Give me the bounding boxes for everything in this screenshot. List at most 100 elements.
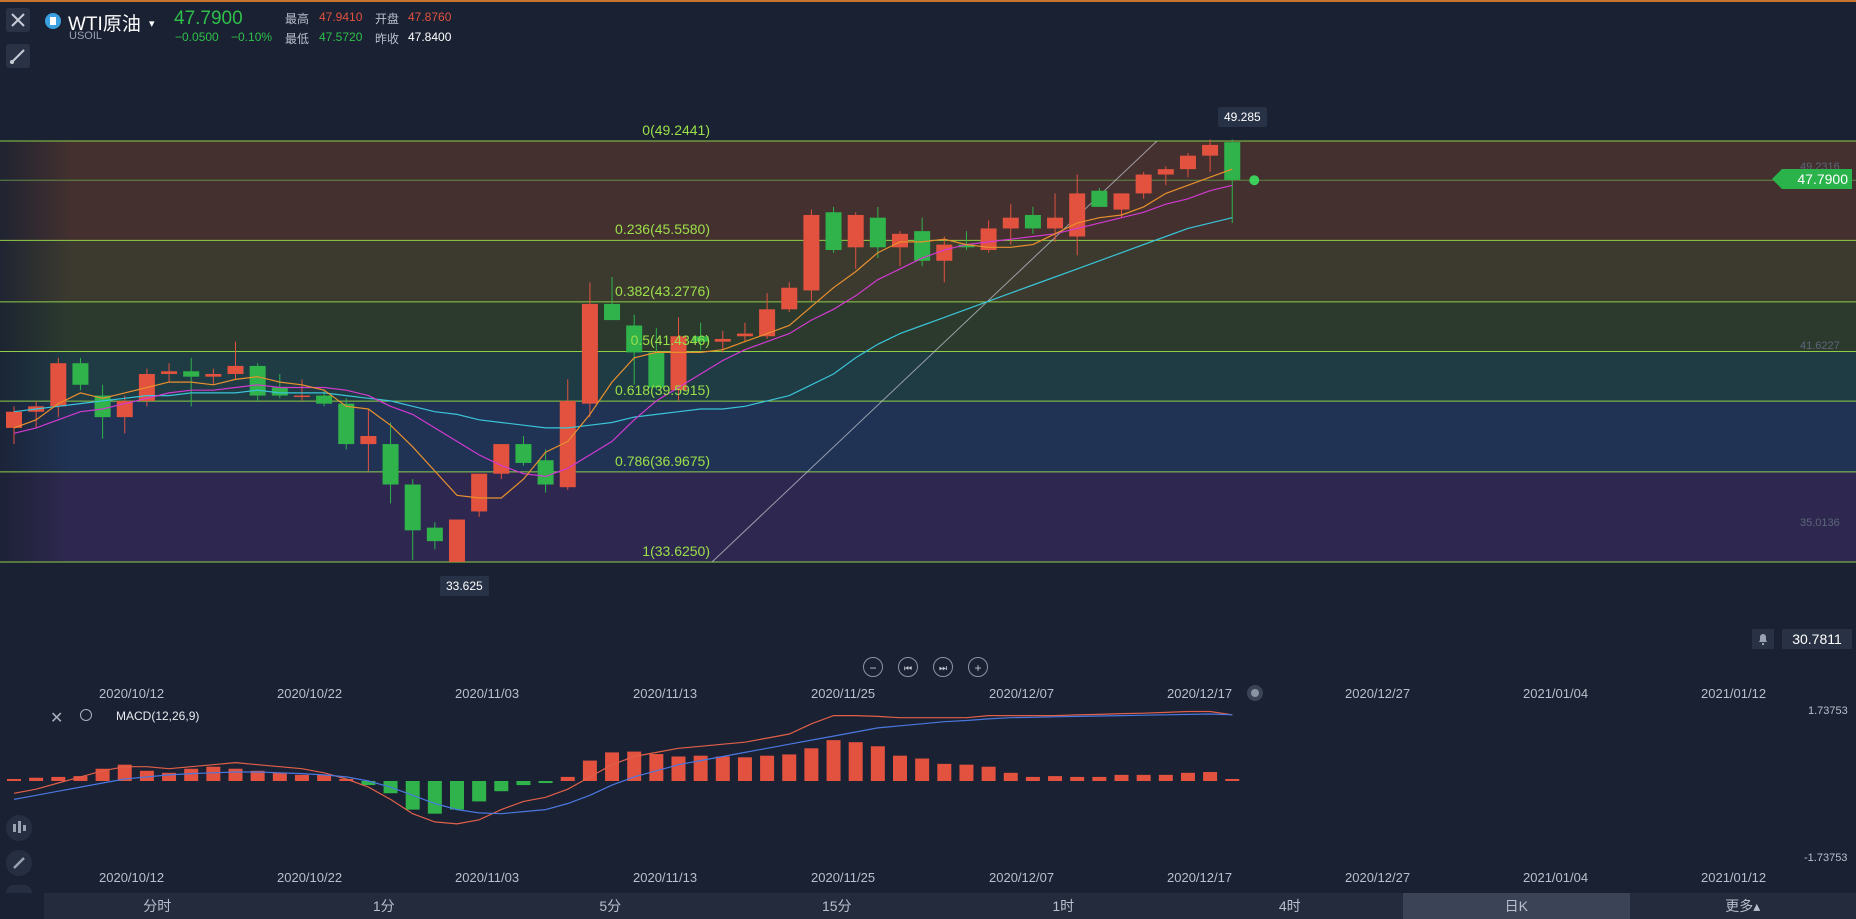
ma20-line	[13, 217, 1233, 429]
open-value: 47.8760	[408, 10, 452, 24]
current-price-tag: 47.7900	[1772, 169, 1852, 189]
fib-band	[0, 401, 1856, 472]
macd-histogram-bar	[671, 756, 686, 781]
fib-level-label: 0.382(43.2776)	[615, 282, 710, 299]
macd-histogram-bar	[1025, 776, 1040, 781]
macd-histogram-bar	[184, 768, 199, 781]
candle-body	[493, 444, 510, 474]
candle-body	[648, 352, 665, 388]
timeframe-tab[interactable]: 15分	[821, 898, 852, 914]
macd-histogram-bar	[1158, 774, 1173, 781]
prev-button[interactable]: ⏮	[898, 657, 918, 677]
fib-level-label: 0.618(39.5915)	[615, 382, 710, 399]
gear-icon[interactable]	[80, 709, 92, 721]
macd-histogram-bar	[1180, 772, 1195, 781]
indicator-value: 30.7811	[1782, 629, 1852, 649]
candle-body	[316, 395, 333, 404]
macd-top-label: 1.73753	[1808, 705, 1848, 717]
zoom-out-button[interactable]: −	[863, 657, 883, 677]
chart-canvas[interactable]	[0, 0, 1856, 893]
macd-histogram-bar	[737, 757, 752, 781]
record-icon[interactable]	[1247, 685, 1263, 701]
candle-body	[426, 527, 443, 542]
timeframe-tab[interactable]: 4时	[1278, 898, 1301, 914]
candlestick-tool-icon[interactable]	[6, 815, 32, 841]
macd-histogram-bar	[1048, 776, 1063, 781]
indicator-tool-icon[interactable]	[6, 885, 32, 893]
macd-histogram-bar	[627, 751, 642, 781]
bell-icon[interactable]	[1752, 629, 1774, 649]
candle-body	[759, 309, 776, 337]
next-button[interactable]: ⏭	[933, 657, 953, 677]
close-icon[interactable]	[6, 8, 30, 32]
macd-histogram-bar	[139, 770, 154, 781]
date-label: 2020/11/25	[811, 870, 876, 885]
pencil-line-icon[interactable]	[6, 44, 30, 68]
timeframe-tab[interactable]: 1时	[1052, 898, 1075, 914]
macd-histogram-bar	[826, 740, 841, 781]
candle-body	[714, 338, 731, 342]
timeframe-bar: 分时 1分 5分 15分 1时 4时 日K 更多▴	[44, 893, 1856, 919]
candle-body	[1157, 169, 1174, 175]
price-change-percent: −0.10%	[231, 30, 273, 44]
timeframe-tab[interactable]: 分时	[143, 898, 172, 914]
close-indicator-icon[interactable]: ✕	[50, 710, 64, 727]
macd-histogram-bar	[782, 754, 797, 781]
macd-histogram-bar	[693, 755, 708, 781]
macd-histogram-bar	[1003, 772, 1018, 781]
timeframe-tab[interactable]: 日K	[1403, 893, 1630, 919]
candle-body	[293, 395, 310, 398]
right-axis-label: 41.6227	[1800, 340, 1840, 352]
macd-histogram-bar	[1070, 776, 1085, 781]
fib-band	[0, 141, 1856, 241]
candle-body	[670, 336, 687, 391]
prev-close-label: 昨收	[375, 32, 400, 46]
macd-histogram-bar	[959, 764, 974, 781]
macd-histogram-bar	[294, 774, 309, 781]
symbol-name[interactable]: WTI原油	[68, 14, 141, 35]
candle-body	[958, 244, 975, 248]
zoom-in-button[interactable]: +	[968, 657, 988, 677]
date-label: 2020/12/07	[989, 686, 1055, 701]
open-label: 开盘	[375, 12, 400, 26]
macd-histogram-bar	[7, 778, 21, 781]
date-label: 2020/12/27	[1345, 870, 1411, 885]
macd-histogram-bar	[1092, 776, 1107, 781]
timeframe-tab[interactable]: 更多▴	[1725, 898, 1761, 914]
date-label: 2020/11/13	[633, 870, 698, 885]
macd-histogram-bar	[1114, 774, 1129, 781]
date-label: 2021/01/04	[1523, 870, 1589, 885]
macd-histogram-bar	[538, 781, 553, 784]
fib-level-label: 1(33.6250)	[642, 543, 710, 559]
date-label: 2020/10/22	[277, 686, 343, 701]
macd-histogram-bar	[117, 764, 132, 781]
macd-bottom-label: -1.73753	[1804, 852, 1848, 864]
candle-body	[581, 303, 598, 404]
macd-dif-line	[13, 710, 1233, 825]
macd-histogram-bar	[29, 777, 44, 781]
candle-body	[1091, 190, 1108, 207]
candle-body	[1224, 142, 1241, 180]
high-callout: 49.285	[1218, 107, 1267, 127]
candle-body	[271, 387, 288, 396]
candle-body	[1024, 214, 1041, 229]
candle-body	[338, 403, 355, 445]
timeframe-tab[interactable]: 1分	[372, 898, 395, 914]
top-accent-line	[0, 0, 1856, 2]
macd-histogram-bar	[228, 768, 243, 781]
macd-histogram-bar	[981, 766, 996, 781]
timeframe-tab[interactable]: 5分	[599, 898, 622, 914]
macd-histogram-bar	[250, 770, 265, 781]
macd-histogram-bar	[760, 755, 775, 781]
macd-histogram-bar	[915, 758, 930, 781]
macd-histogram-bar	[649, 754, 664, 781]
candle-body	[914, 231, 931, 261]
candle-body	[847, 214, 864, 248]
pencil-icon[interactable]	[6, 850, 32, 876]
candle-body	[382, 444, 399, 485]
chevron-down-icon[interactable]: ▾	[149, 18, 155, 30]
macd-histogram-bar	[715, 756, 730, 781]
symbol-icon	[45, 13, 61, 29]
candle-body	[1047, 217, 1064, 229]
candle-body	[471, 473, 488, 512]
